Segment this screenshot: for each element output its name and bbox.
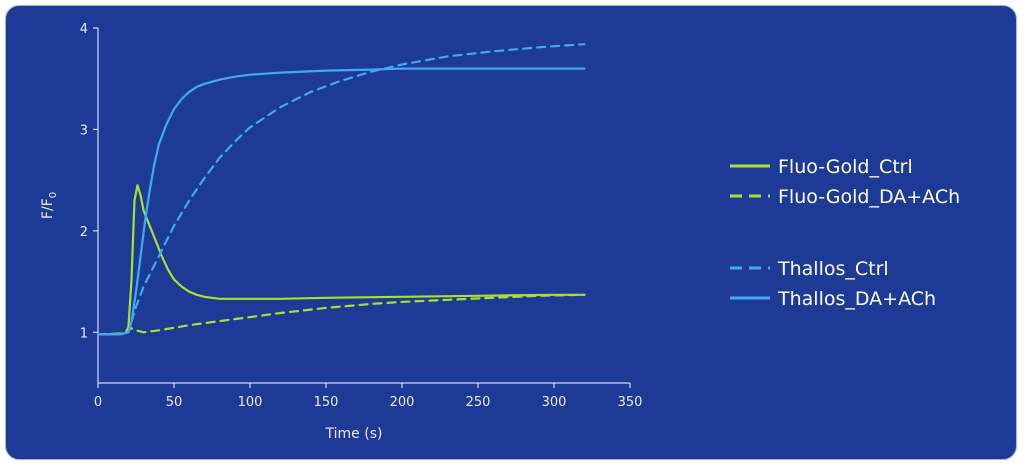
y-tick-label: 2 bbox=[80, 225, 88, 240]
legend: Fluo-Gold_Ctrl Fluo-Gold_DA+ACh Thallos_Ct… bbox=[730, 156, 960, 310]
x-tick-label: 0 bbox=[94, 395, 102, 410]
y-axis-title-subscript: 0 bbox=[48, 192, 59, 198]
legend-label: Fluo-Gold_DA+ACh bbox=[778, 186, 960, 208]
x-tick-label: 300 bbox=[542, 395, 567, 410]
y-axis-title: F/F0 bbox=[40, 192, 59, 219]
x-tick-label: 250 bbox=[466, 395, 491, 410]
x-tick-label: 200 bbox=[390, 395, 415, 410]
x-tick-label: 150 bbox=[314, 395, 339, 410]
y-tick-label: 1 bbox=[80, 326, 88, 341]
series-line-thallos-da-ach bbox=[96, 67, 586, 336]
series-lines bbox=[96, 43, 586, 336]
x-tick-label: 50 bbox=[166, 395, 183, 410]
chart-panel: 1 2 3 4 0 50 100 150 200 250 300 350 Time (s) F/F0 Fl… bbox=[5, 5, 1017, 460]
y-tick-label: 4 bbox=[80, 22, 88, 37]
y-tick-label: 3 bbox=[80, 123, 88, 138]
x-tick-label: 350 bbox=[618, 395, 643, 410]
series-line-fluo-gold-da-ach bbox=[96, 293, 586, 336]
series-line-fluo-gold-ctrl bbox=[96, 184, 586, 336]
legend-label: Thallos_Ctrl bbox=[777, 258, 889, 280]
legend-label: Fluo-Gold_Ctrl bbox=[778, 156, 913, 178]
y-axis-title-main: F/F bbox=[40, 198, 56, 219]
x-tick-label: 100 bbox=[238, 395, 263, 410]
series-line-thallos-ctrl bbox=[96, 43, 586, 336]
legend-label: Thallos_DA+ACh bbox=[777, 288, 936, 310]
x-axis-title: Time (s) bbox=[325, 426, 383, 442]
